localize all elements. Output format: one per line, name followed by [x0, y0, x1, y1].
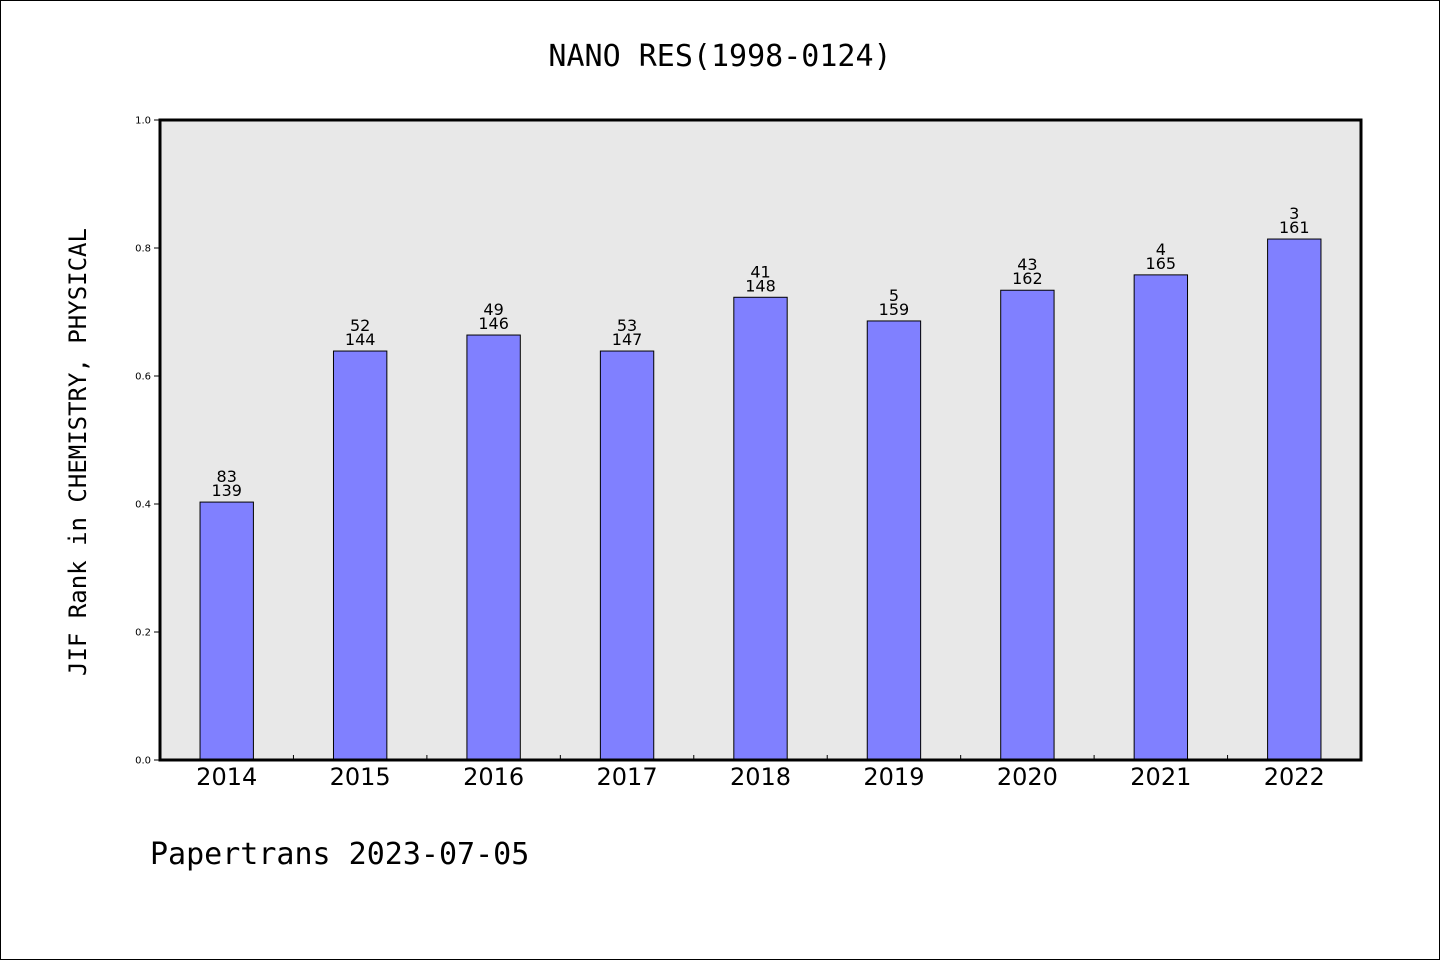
x-axis: 2014 2015 2016 2017 2018 2019 2020 2021 2022	[196, 755, 1325, 791]
y-tick-label: 0.0	[135, 756, 151, 767]
rank-label: 43	[1017, 255, 1037, 274]
x-tick-label: 2021	[1130, 763, 1191, 791]
y-axis-label: JIF Rank in CHEMISTRY, PHYSICAL	[64, 228, 92, 676]
total-label: 147	[612, 330, 643, 349]
bars	[199, 238, 1322, 761]
y-tick-label: 0.2	[135, 628, 151, 639]
total-label: 146	[478, 314, 509, 333]
bar-2019	[866, 320, 922, 761]
y-axis: 0.0 0.2 0.4 0.6 0.8 1.0	[135, 116, 160, 767]
bar-2015	[332, 350, 388, 761]
y-tick-label: 0.8	[135, 244, 151, 255]
x-tick-label: 2017	[597, 763, 658, 791]
bar-2020	[1000, 289, 1055, 761]
x-tick-label: 2016	[463, 763, 524, 791]
plot-border	[158, 118, 1363, 762]
bar-2014	[199, 501, 254, 761]
x-tick-label: 2022	[1264, 763, 1325, 791]
total-label: 165	[1146, 254, 1177, 273]
rank-label: 3	[1289, 204, 1299, 223]
y-tick-label: 1.0	[135, 116, 151, 127]
bar-2021	[1133, 274, 1189, 761]
rank-label: 52	[350, 316, 370, 335]
rank-label: 49	[483, 300, 503, 319]
total-label: 144	[345, 330, 376, 349]
rank-label: 53	[617, 316, 637, 335]
total-label: 161	[1279, 218, 1310, 237]
rank-label: 4	[1156, 240, 1166, 259]
x-tick-label: 2019	[863, 763, 924, 791]
total-label: 162	[1012, 269, 1043, 288]
rank-label: 41	[750, 262, 770, 281]
total-label: 148	[745, 276, 776, 295]
x-tick-label: 2020	[997, 763, 1058, 791]
footer-watermark: Papertrans 2023-07-05	[150, 837, 529, 872]
chart-title: NANO RES(1998-0124)	[548, 39, 891, 74]
rank-label: 5	[889, 286, 899, 305]
x-tick-label: 2014	[196, 763, 257, 791]
bar-2016	[466, 334, 521, 761]
total-label: 139	[211, 481, 242, 500]
rank-label: 83	[217, 467, 237, 486]
x-tick-label: 2018	[730, 763, 791, 791]
total-label: 159	[879, 300, 910, 319]
bar-2018	[733, 296, 788, 761]
bar-2022	[1267, 238, 1322, 761]
x-tick-label: 2015	[330, 763, 391, 791]
y-tick-label: 0.6	[135, 372, 151, 383]
bar-2017	[599, 350, 655, 761]
y-tick-label: 0.4	[135, 500, 151, 511]
